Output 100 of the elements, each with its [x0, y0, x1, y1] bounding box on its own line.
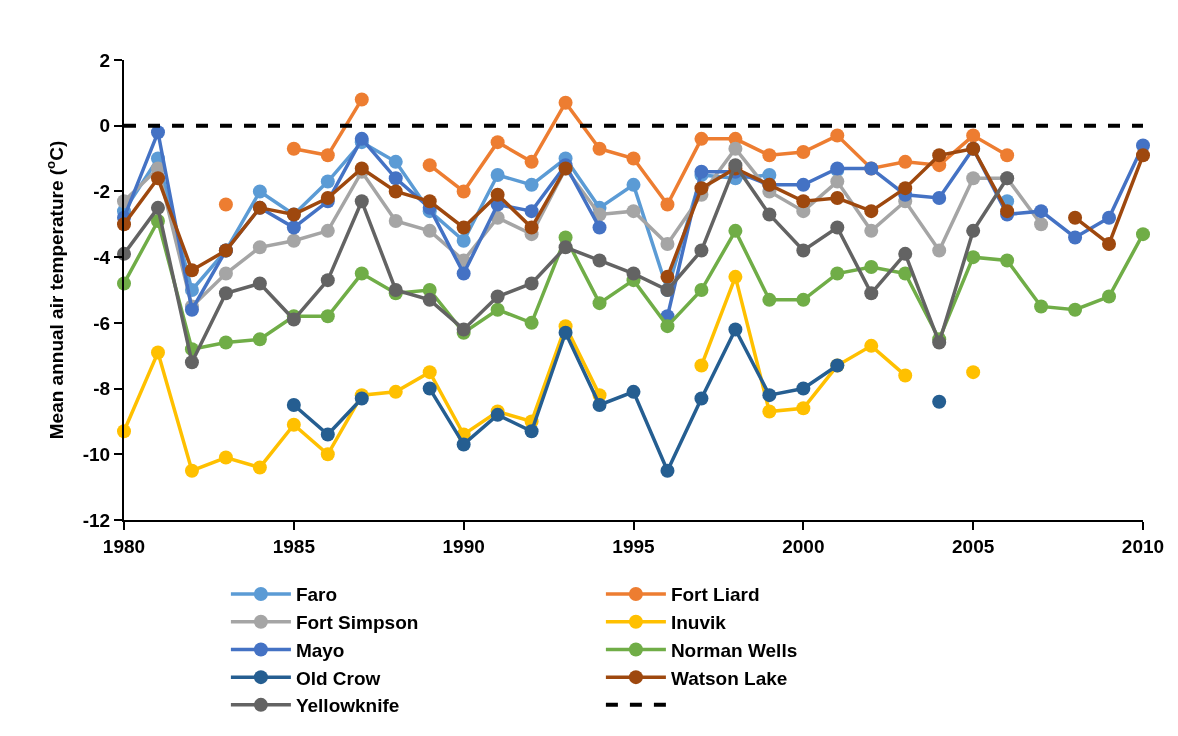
point: [762, 404, 777, 419]
point: [388, 214, 403, 228]
point: [830, 128, 845, 143]
point: [184, 463, 199, 478]
point: [728, 141, 743, 156]
point: [320, 447, 335, 462]
point: [320, 427, 335, 442]
point: [830, 266, 845, 281]
point: [728, 223, 743, 238]
point: [524, 315, 539, 330]
point: [150, 200, 165, 215]
point: [966, 223, 981, 238]
point: [626, 266, 641, 281]
point: [252, 240, 267, 255]
point: [796, 145, 811, 159]
point: [150, 171, 165, 186]
y-tick-label: -2: [93, 181, 111, 203]
point: [286, 233, 301, 248]
point: [966, 171, 981, 186]
point: [626, 204, 641, 219]
point: [932, 394, 947, 409]
point: [728, 269, 743, 284]
x-tick-label: 1980: [102, 535, 146, 557]
point: [1000, 148, 1015, 163]
point: [1102, 237, 1117, 251]
point: [1000, 253, 1015, 268]
point: [456, 184, 471, 199]
point: [354, 266, 369, 281]
point: [966, 128, 981, 143]
legend-label: Faro: [295, 584, 338, 606]
point: [320, 273, 335, 288]
y-tick-label: -4: [93, 246, 111, 268]
legend-label: Old Crow: [295, 667, 381, 689]
point: [830, 220, 845, 235]
point: [490, 289, 505, 304]
y-tick-label: -12: [82, 509, 111, 531]
point: [694, 391, 709, 406]
point: [524, 204, 539, 219]
point: [490, 302, 505, 317]
point: [626, 151, 641, 166]
point: [864, 260, 879, 274]
point: [422, 292, 437, 307]
point: [592, 296, 607, 311]
point: [796, 292, 811, 307]
x-tick-label: 2000: [782, 535, 825, 557]
point: [626, 177, 641, 192]
point: [558, 325, 573, 340]
point: [388, 184, 403, 199]
legend-label: Yellowknife: [295, 695, 400, 717]
point: [932, 243, 947, 258]
point: [592, 141, 607, 156]
legend-label: Inuvik: [670, 612, 727, 634]
y-tick-label: -8: [93, 378, 111, 400]
point: [252, 276, 267, 291]
point: [150, 345, 165, 360]
y-tick-label: -6: [93, 312, 111, 334]
point: [694, 243, 709, 258]
legend-label: Norman Wells: [670, 639, 798, 661]
point: [762, 292, 777, 307]
point: [184, 263, 199, 278]
legend-label: Mayo: [295, 639, 345, 661]
point: [184, 355, 199, 370]
point: [1068, 210, 1083, 225]
point: [898, 181, 913, 196]
point: [252, 184, 267, 199]
point: [660, 269, 675, 284]
point: [558, 240, 573, 255]
x-tick-label: 2010: [1121, 535, 1165, 557]
point: [830, 191, 845, 205]
point: [660, 237, 675, 251]
point: [966, 365, 981, 380]
point: [898, 368, 913, 383]
point: [218, 197, 233, 212]
point: [830, 174, 845, 189]
point: [660, 319, 675, 334]
point: [286, 417, 301, 432]
point: [218, 266, 233, 281]
point: [252, 460, 267, 475]
point: [1136, 227, 1150, 242]
point: [286, 220, 301, 235]
point: [1034, 299, 1049, 314]
point: [354, 92, 369, 107]
point: [796, 381, 811, 396]
x-tick-label: 1990: [442, 535, 485, 557]
y-tick-label: 2: [99, 49, 111, 71]
point: [592, 398, 607, 412]
legend-label: Fort Simpson: [295, 612, 419, 634]
point: [524, 424, 539, 439]
point: [354, 131, 369, 146]
point: [932, 191, 947, 205]
x-tick-label: 2005: [952, 535, 995, 557]
point: [218, 335, 233, 350]
point: [490, 187, 505, 202]
point: [660, 463, 675, 478]
x-tick-label: 1985: [272, 535, 316, 557]
point: [524, 177, 539, 192]
point: [932, 148, 947, 163]
point: [320, 191, 335, 205]
point: [796, 177, 811, 192]
point: [660, 197, 675, 212]
